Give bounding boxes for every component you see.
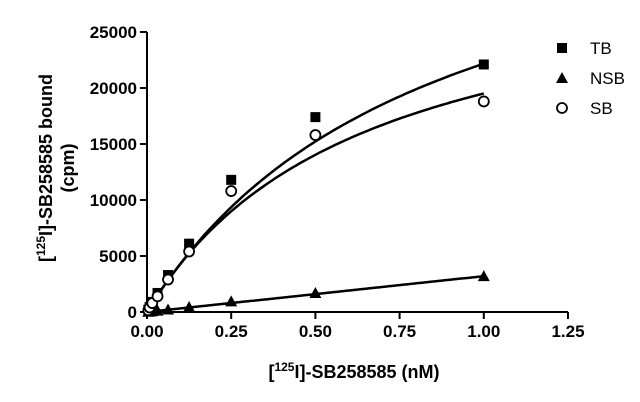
data-point-sb (309, 129, 322, 141)
fit-curve-sb (145, 92, 485, 313)
legend: TB NSB SB (556, 39, 625, 118)
y-axis-title: [125I]-SB258585 bound (34, 74, 56, 262)
y-tick-label: 25000 (90, 23, 137, 42)
fit-curve-tb (145, 62, 485, 313)
y-tick-label: 10000 (90, 191, 137, 210)
data-point-nsb (477, 270, 490, 282)
legend-marker-tb (557, 43, 567, 53)
x-tick-label: 0.50 (299, 322, 332, 341)
y-tick-label: 15000 (90, 135, 137, 154)
x-tick-label: 1.25 (551, 322, 584, 341)
y-axis-ticks: 0 5000 10000 15000 20000 25000 (90, 23, 147, 322)
fit-curves (145, 62, 485, 314)
data-points (142, 59, 490, 317)
x-tick-label: 1.00 (467, 322, 500, 341)
data-point-tb (226, 174, 237, 185)
legend-label-nsb: NSB (590, 69, 625, 88)
y-tick-label: 5000 (99, 247, 137, 266)
x-axis-title: [125I]-SB258585 (nM) (268, 360, 439, 382)
y-axis-title-group: [125I]-SB258585 bound (cpm) (34, 74, 78, 262)
legend-label-tb: TB (590, 39, 612, 58)
data-point-tb (184, 238, 195, 249)
data-point-tb (478, 59, 489, 70)
data-point-sb (162, 273, 174, 286)
data-point-nsb (151, 304, 164, 316)
legend-label-sb: SB (590, 99, 613, 118)
x-tick-label: 0.25 (215, 322, 248, 341)
legend-marker-nsb (556, 72, 568, 83)
x-axis-ticks: 0.00 0.25 0.50 0.75 1.00 1.25 (130, 312, 585, 341)
x-tick-label: 0.00 (130, 322, 163, 341)
data-point-tb (310, 112, 321, 123)
data-point-sb (477, 95, 490, 108)
axes (146, 32, 568, 313)
y-axis-title-units: (cpm) (58, 143, 78, 192)
data-point-sb (183, 245, 196, 258)
data-point-nsb (162, 303, 175, 315)
data-point-sb (151, 290, 164, 303)
x-tick-label: 0.75 (383, 322, 416, 341)
y-tick-label: 20000 (90, 79, 137, 98)
data-point-nsb (309, 286, 322, 298)
y-tick-label: 0 (128, 303, 137, 322)
legend-marker-sb (556, 102, 568, 114)
data-point-sb (225, 185, 238, 197)
data-point-nsb (183, 300, 196, 312)
data-point-nsb (225, 295, 238, 307)
